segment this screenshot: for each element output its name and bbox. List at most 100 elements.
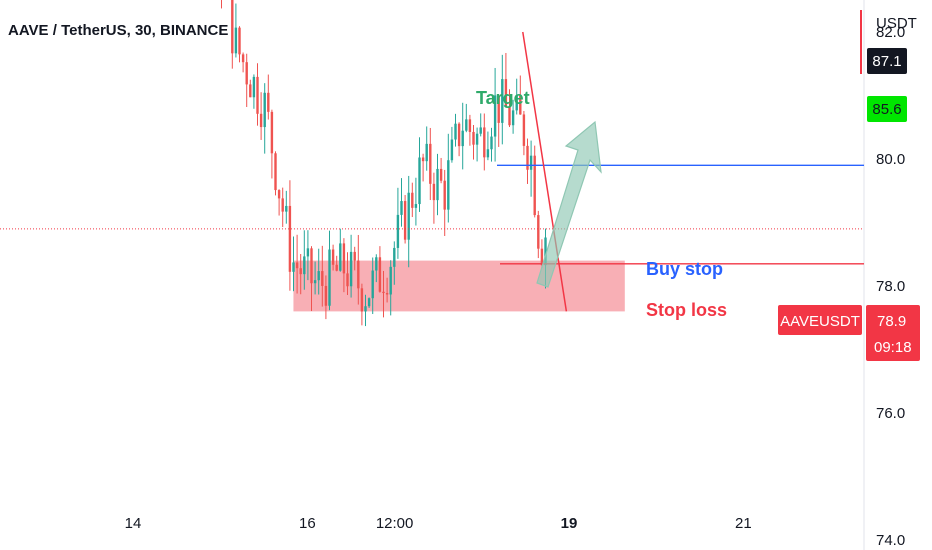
candle-body xyxy=(443,180,446,210)
candle-body xyxy=(429,143,432,184)
candle-body xyxy=(310,248,313,284)
candle-body xyxy=(439,168,443,181)
candle-body xyxy=(450,139,454,161)
candle-body xyxy=(234,27,238,54)
candle-body xyxy=(270,111,274,154)
candle-body xyxy=(331,249,335,265)
candle-body xyxy=(382,291,385,294)
candle-body xyxy=(281,198,284,212)
target-price-badge xyxy=(867,96,907,122)
candle-body xyxy=(349,251,353,287)
axis-currency-label: USDT xyxy=(876,15,917,32)
candle-body xyxy=(335,264,338,271)
candle-body xyxy=(249,84,252,98)
candle-body xyxy=(421,157,425,162)
candle-body xyxy=(299,268,302,275)
candle-body xyxy=(511,110,515,126)
candle-body xyxy=(544,237,547,266)
symbol-badge xyxy=(778,305,862,335)
candle-body xyxy=(407,192,410,240)
candle-body xyxy=(414,204,418,208)
candle-body xyxy=(303,256,306,275)
candle-body xyxy=(295,262,299,269)
candle-body xyxy=(529,155,533,170)
top-price-badge xyxy=(867,48,907,74)
candle-body xyxy=(457,123,461,147)
candle-body xyxy=(486,149,490,158)
y-tick-label: 76.0 xyxy=(876,405,905,422)
candle-body xyxy=(400,201,403,215)
candle-body xyxy=(461,130,464,147)
candle-body xyxy=(537,215,540,249)
candle-body xyxy=(353,251,356,261)
candle-body xyxy=(292,262,295,272)
buy-stop-label: Buy stop xyxy=(646,259,723,279)
candles xyxy=(221,0,547,327)
symbol-badge-text: AAVEUSDT xyxy=(780,313,860,330)
top-price-badge-text: 87.1 xyxy=(872,53,901,70)
stop-loss-label: Stop loss xyxy=(646,300,727,320)
candle-body xyxy=(317,271,320,281)
x-tick-label: 16 xyxy=(299,515,316,532)
last-price-text: 78.9 xyxy=(877,313,906,330)
candle-body xyxy=(490,136,493,150)
candle-body xyxy=(238,27,241,55)
candle-body xyxy=(396,214,400,248)
candle-body xyxy=(339,243,342,271)
candle-body xyxy=(501,79,504,123)
candle-body xyxy=(540,248,544,266)
candle-body xyxy=(324,285,328,306)
candle-body xyxy=(432,183,436,201)
candle-body xyxy=(285,205,288,212)
candle-body xyxy=(493,95,497,137)
candle-body xyxy=(357,260,360,289)
candle-body xyxy=(483,127,486,158)
candle-body xyxy=(519,95,522,115)
candle-body xyxy=(479,127,482,134)
candle-body xyxy=(245,62,248,85)
candle-body xyxy=(274,153,277,191)
target-label: Target xyxy=(476,88,530,108)
candle-body xyxy=(465,119,468,131)
candle-body xyxy=(277,190,281,199)
candle-body xyxy=(411,192,414,208)
candle-body xyxy=(454,123,457,140)
x-tick-label: 19 xyxy=(561,515,578,532)
candle-body xyxy=(364,306,367,312)
candle-body xyxy=(371,270,374,299)
countdown-text: 09:18 xyxy=(874,339,912,356)
candle-body xyxy=(385,293,389,295)
candle-body xyxy=(306,248,310,257)
candle-body xyxy=(436,168,439,201)
chart-title: AAVE / TetherUS, 30, BINANCE xyxy=(8,22,229,39)
candle-body xyxy=(393,247,396,267)
x-tick-label: 21 xyxy=(735,515,752,532)
candle-body xyxy=(497,95,500,123)
candle-body xyxy=(259,113,263,128)
candle-body xyxy=(321,271,324,286)
candle-body xyxy=(472,131,475,145)
trend-line xyxy=(522,31,568,312)
candle-body xyxy=(267,92,270,112)
candle-body xyxy=(418,157,421,205)
candle-body xyxy=(475,133,479,145)
candle-body xyxy=(533,155,536,216)
candle-body xyxy=(522,114,526,146)
candle-body xyxy=(403,201,407,240)
x-tick-label: 14 xyxy=(125,515,142,532)
x-tick-label: 12:00 xyxy=(376,515,414,532)
y-tick-label: 80.0 xyxy=(876,151,905,168)
candle-body xyxy=(346,273,349,287)
projection-arrow xyxy=(536,120,602,288)
candle-body xyxy=(313,280,317,284)
candle-body xyxy=(288,205,292,272)
candle-body xyxy=(328,249,331,306)
candle-body xyxy=(504,79,508,107)
candle-body xyxy=(425,143,428,162)
candle-body xyxy=(342,243,346,274)
candle-body xyxy=(367,298,371,307)
candle-body xyxy=(468,119,472,132)
candle-body xyxy=(231,0,234,54)
candle-body xyxy=(389,266,392,295)
